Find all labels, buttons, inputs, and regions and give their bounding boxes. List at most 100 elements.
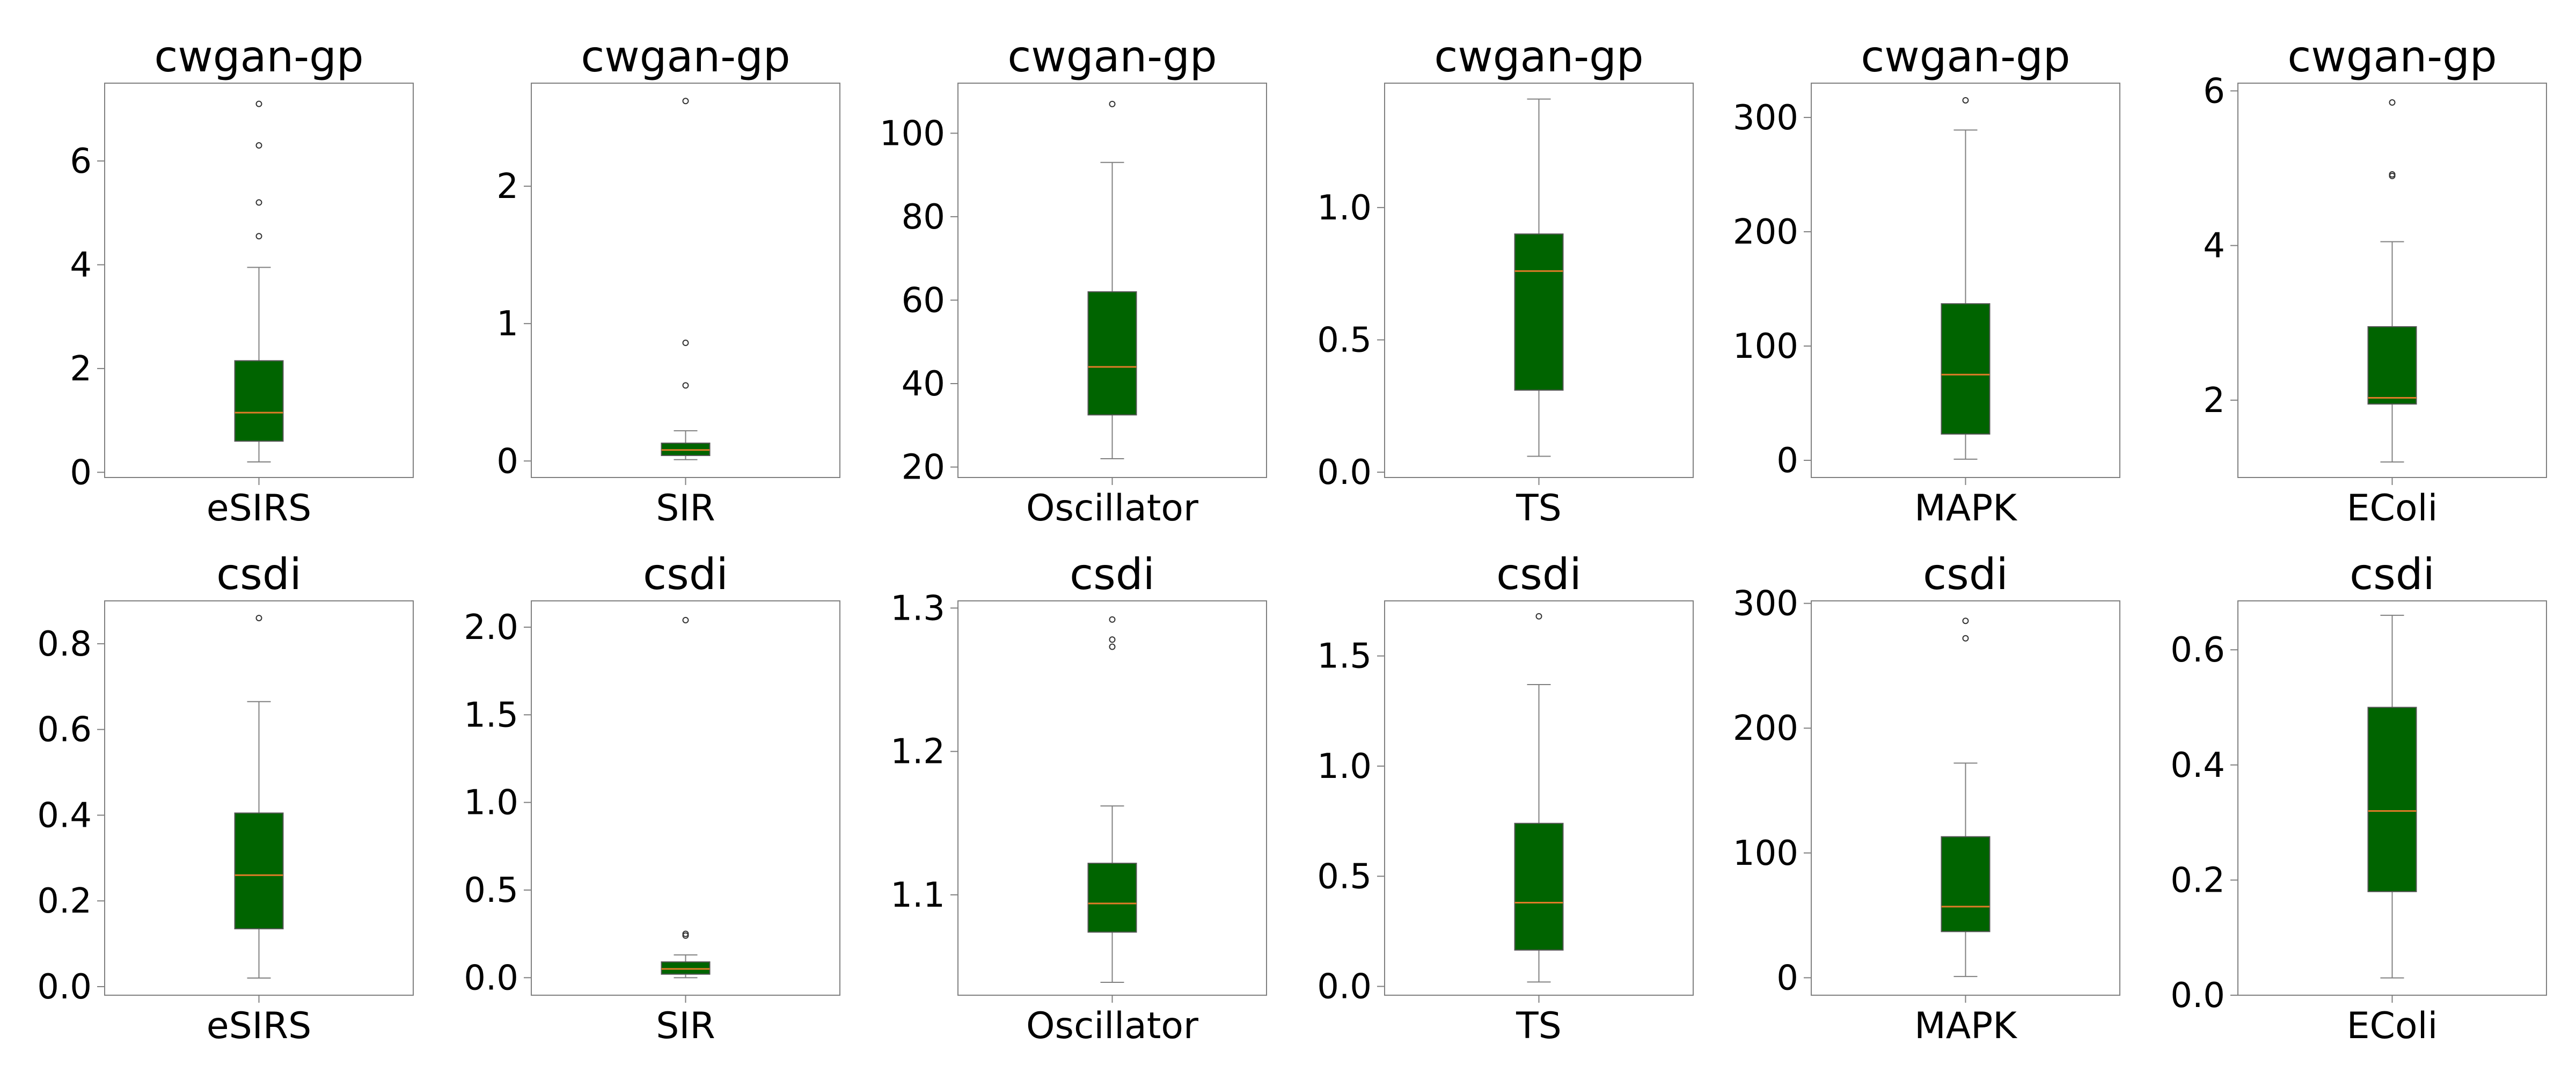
- x-category-label: TS: [1516, 487, 1562, 530]
- y-tick-label: 0: [70, 453, 92, 493]
- iqr-box: [1514, 822, 1564, 951]
- panel-cwgan-gp-esirs: cwgan-gp 0 2 4 6 eSIRS: [70, 32, 414, 530]
- y-tick-label: 0.4: [2170, 746, 2225, 785]
- panel-title: csdi: [2350, 549, 2435, 599]
- outlier-point: [1109, 636, 1116, 643]
- x-category-label: eSIRS: [207, 487, 311, 530]
- y-tick-label: 6: [2203, 71, 2225, 111]
- y-tick-label: 0: [496, 442, 518, 481]
- y-tick-label: 0.5: [464, 871, 518, 910]
- iqr-box: [1087, 863, 1137, 933]
- y-tick-label: 300: [1733, 584, 1798, 624]
- panel-title: cwgan-gp: [1007, 32, 1217, 82]
- y-tick-label: 0.6: [2170, 630, 2225, 670]
- iqr-box: [2367, 707, 2417, 892]
- iqr-box: [1514, 233, 1564, 391]
- panel-csdi-sir: csdi 0.0 0.5 1.0 1.5 2.0 SIR: [464, 549, 840, 1047]
- y-tick-label: 20: [902, 448, 945, 488]
- panel-title: csdi: [1923, 549, 2008, 599]
- x-category-label: EColi: [2347, 487, 2438, 530]
- y-tick-label: 2: [496, 167, 518, 207]
- panel-title: cwgan-gp: [2287, 32, 2497, 82]
- x-category-label: MAPK: [1914, 487, 2018, 530]
- y-tick-label: 100: [1733, 834, 1798, 873]
- y-tick-label: 0.6: [37, 710, 92, 750]
- panel-cwgan-gp-ecoli: cwgan-gp 2 4 6 EColi: [2203, 32, 2547, 530]
- outlier-point: [1962, 618, 1969, 624]
- panel-cwgan-gp-oscillator: cwgan-gp 20 40 60 80 100 Oscillator: [880, 32, 1267, 530]
- y-tick-label: 0.8: [37, 624, 92, 664]
- y-tick-label: 0.2: [37, 881, 92, 921]
- y-tick-label: 1: [496, 304, 518, 344]
- panel-cwgan-gp-sir: cwgan-gp 0 1 2 SIR: [496, 32, 840, 530]
- y-tick-label: 0: [1776, 958, 1798, 998]
- x-category-label: Oscillator: [1026, 1005, 1198, 1047]
- outlier-point: [1962, 635, 1969, 642]
- iqr-box: [234, 360, 284, 442]
- y-tick-label: 6: [70, 142, 92, 181]
- y-tick-label: 0.0: [464, 958, 518, 998]
- plot-frame: [531, 83, 840, 478]
- panel-title: csdi: [643, 549, 728, 599]
- panel-csdi-ts: csdi 0.0 0.5 1.0 1.5 TS: [1317, 549, 1694, 1047]
- outlier-point: [1535, 613, 1542, 620]
- panel-cwgan-gp-ts: cwgan-gp 0.0 0.5 1.0 TS: [1317, 32, 1694, 530]
- x-category-label: SIR: [656, 1005, 715, 1047]
- y-tick-label: 1.2: [890, 732, 945, 772]
- outlier-point: [1962, 97, 1969, 104]
- panel-title: cwgan-gp: [154, 32, 363, 82]
- outlier-point: [682, 98, 689, 105]
- outlier-point: [255, 233, 262, 240]
- panel-title: cwgan-gp: [1861, 32, 2070, 82]
- x-category-label: Oscillator: [1026, 487, 1198, 530]
- x-category-label: TS: [1516, 1005, 1562, 1047]
- iqr-box: [1941, 836, 1990, 932]
- panel-cwgan-gp-mapk: cwgan-gp 0 100 200 300 MAPK: [1733, 32, 2120, 530]
- x-category-label: EColi: [2347, 1005, 2438, 1047]
- y-tick-label: 100: [1733, 327, 1798, 366]
- y-tick-label: 4: [70, 245, 92, 285]
- y-tick-label: 0.2: [2170, 861, 2225, 900]
- panel-csdi-ecoli: csdi 0.0 0.2 0.4 0.6 EColi: [2170, 549, 2547, 1047]
- outlier-point: [2389, 171, 2396, 178]
- y-tick-label: 1.1: [890, 876, 945, 915]
- outlier-point: [2389, 99, 2396, 106]
- outlier-point: [682, 382, 689, 389]
- x-category-label: eSIRS: [207, 1005, 311, 1047]
- panel-title: csdi: [1070, 549, 1155, 599]
- y-tick-label: 1.0: [1317, 188, 1372, 228]
- outlier-point: [255, 100, 262, 107]
- panel-title: cwgan-gp: [581, 32, 790, 82]
- y-tick-label: 1.3: [890, 589, 945, 628]
- panel-csdi-oscillator: csdi 1.1 1.2 1.3 Oscillator: [890, 549, 1267, 1047]
- y-tick-label: 1.5: [464, 695, 518, 735]
- y-tick-label: 1.5: [1317, 637, 1372, 677]
- y-tick-label: 0.4: [37, 796, 92, 835]
- y-tick-label: 0: [1776, 441, 1798, 481]
- outlier-point: [1109, 643, 1116, 650]
- iqr-box: [661, 961, 711, 975]
- y-tick-label: 0.0: [1317, 453, 1372, 493]
- y-tick-label: 40: [902, 364, 945, 404]
- y-tick-label: 0.5: [1317, 857, 1372, 896]
- y-tick-label: 0.0: [2170, 976, 2225, 1016]
- panel-csdi-mapk: csdi 0 100 200 300 MAPK: [1733, 549, 2120, 1047]
- outlier-point: [682, 616, 689, 623]
- y-tick-label: 80: [902, 197, 945, 237]
- outlier-point: [1109, 616, 1116, 623]
- iqr-box: [1087, 291, 1137, 416]
- panel-title: csdi: [1496, 549, 1582, 599]
- iqr-box: [1941, 303, 1990, 435]
- outlier-point: [1109, 100, 1116, 107]
- y-tick-label: 0.0: [1317, 967, 1372, 1007]
- y-tick-label: 200: [1733, 212, 1798, 252]
- x-category-label: SIR: [656, 487, 715, 530]
- outlier-point: [255, 199, 262, 206]
- y-tick-label: 1.0: [464, 783, 518, 823]
- y-tick-label: 4: [2203, 226, 2225, 266]
- outlier-point: [255, 614, 262, 621]
- outlier-point: [682, 930, 689, 937]
- y-tick-label: 0.0: [37, 967, 92, 1007]
- iqr-box: [2367, 326, 2417, 405]
